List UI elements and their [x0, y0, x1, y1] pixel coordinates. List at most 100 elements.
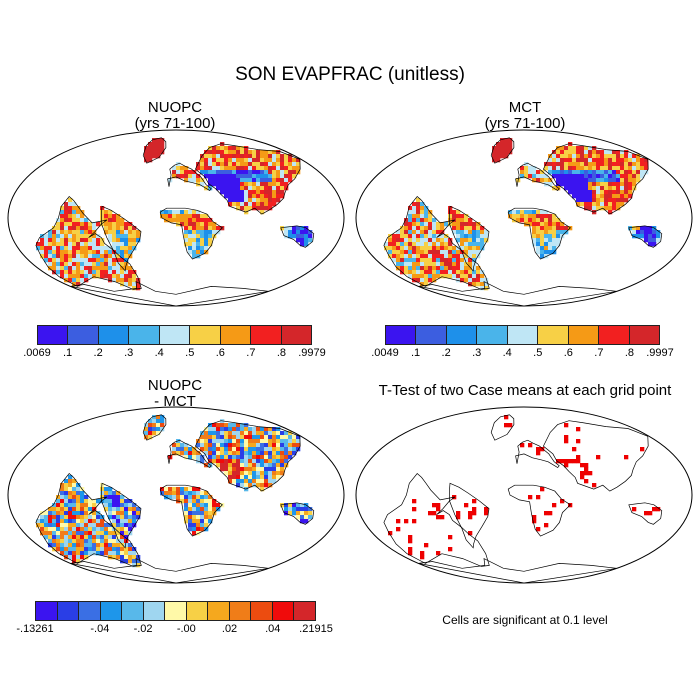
coastline-sa — [449, 482, 490, 549]
colorbar-swatch — [568, 326, 600, 344]
colorbar-tick-label: .7 — [246, 347, 256, 359]
coastline-afr — [159, 207, 223, 260]
colorbar-mct — [385, 325, 660, 345]
coastline-ant — [418, 557, 617, 583]
colorbar-swatch — [251, 602, 273, 620]
colorbar-swatch — [143, 602, 166, 620]
colorbar-tick-label: .4 — [154, 347, 164, 359]
colorbar-nuopc — [37, 325, 312, 345]
colorbar-tick-label: .3 — [472, 347, 482, 359]
coastline-eur — [515, 439, 560, 469]
map-border — [355, 406, 693, 584]
map-difference — [7, 406, 345, 584]
coastline-afr — [507, 484, 571, 537]
colorbar-tick-label: .6 — [215, 347, 225, 359]
panel-title-diff-line1: NUOPC — [147, 377, 203, 394]
colorbar-tick-label: .4 — [502, 347, 512, 359]
coastline-sa — [449, 205, 490, 272]
colorbar-swatch — [159, 326, 191, 344]
colorbar-swatch — [416, 326, 447, 344]
coastline-aus — [628, 225, 663, 248]
map-ttest — [355, 406, 693, 584]
map-border — [7, 406, 345, 584]
colorbar-tick-label: .8 — [624, 347, 635, 359]
colorbar-tick-label: -.00 — [176, 623, 196, 635]
panel-title-diff: NUOPC - MCT — [60, 378, 290, 410]
colorbar-swatch — [79, 602, 101, 620]
colorbar-tick-label: -.02 — [133, 623, 153, 635]
colorbar-swatch — [220, 326, 252, 344]
colorbar-tick-label: .9997 — [646, 347, 674, 359]
coastline-sa — [101, 482, 142, 549]
coastlines — [383, 414, 663, 583]
colorbar-swatch — [38, 326, 69, 344]
panel-title-mct-line2: (yrs 71-100) — [484, 115, 566, 132]
colorbar-tick-label: .04 — [265, 623, 281, 635]
coastline-aus — [280, 225, 315, 248]
colorbar-swatch — [229, 602, 252, 620]
coastline-asia — [542, 420, 649, 492]
colorbar-swatch — [186, 602, 209, 620]
map-nuopc — [7, 129, 345, 307]
colorbar-tick-label: .9979 — [298, 347, 326, 359]
land-cells — [36, 138, 313, 291]
coastlines — [35, 137, 315, 306]
figure-title: SON EVAPFRAC (unitless) — [235, 64, 465, 85]
panel-title-mct-line1: MCT — [508, 99, 542, 116]
colorbar-swatch — [386, 326, 417, 344]
colorbar-swatch — [446, 326, 478, 344]
colorbar-tick-label: .5 — [185, 347, 195, 359]
colorbar-tick-label: .6 — [563, 347, 573, 359]
panel-title-mct: MCT (yrs 71-100) — [410, 100, 640, 132]
colorbar-tick-label: .8 — [276, 347, 287, 359]
map-border — [7, 129, 345, 307]
panel-title-ttest: T-Test of two Case means at each grid po… — [378, 382, 672, 399]
coastlines — [383, 137, 663, 306]
coastline-eur — [515, 162, 560, 192]
coastline-gre — [490, 137, 515, 164]
panel-title-nuopc-line2: (yrs 71-100) — [134, 115, 216, 132]
coastline-asia — [194, 143, 301, 215]
coastline-aus — [628, 502, 663, 525]
coastline-ant — [418, 280, 617, 306]
colorbar-swatch — [629, 326, 659, 344]
colorbar-tick-label: -.13261 — [16, 623, 54, 635]
coastline-sa — [101, 205, 142, 272]
colorbar-swatch — [100, 602, 123, 620]
colorbar-swatch — [599, 326, 630, 344]
coastline-ant — [70, 280, 269, 306]
colorbar-tick-label: .0049 — [371, 347, 399, 359]
colorbar-tick-label: -.04 — [90, 623, 110, 635]
map-mct — [355, 129, 693, 307]
coastline-aus — [280, 502, 315, 525]
colorbar-tick-label: .5 — [533, 347, 543, 359]
colorbar-tick-label: .02 — [221, 623, 238, 635]
colorbar-difference — [35, 601, 316, 621]
coastline-asia — [542, 143, 649, 215]
colorbar-swatch — [36, 602, 58, 620]
colorbar-tick-label: .2 — [441, 347, 451, 359]
coastline-ant — [70, 557, 269, 583]
colorbar-tick-label: .3 — [124, 347, 134, 359]
map-border — [355, 129, 693, 307]
land-cells — [36, 415, 313, 568]
colorbar-swatch — [57, 602, 80, 620]
colorbar-swatch — [122, 602, 144, 620]
colorbar-tick-label: .1 — [62, 347, 73, 359]
colorbar-swatch — [129, 326, 160, 344]
colorbar-swatch — [477, 326, 508, 344]
panel-title-nuopc: NUOPC (yrs 71-100) — [60, 100, 290, 132]
coastline-afr — [507, 207, 571, 260]
colorbar-swatch — [538, 326, 569, 344]
panel-title-diff-line2: - MCT — [154, 393, 196, 410]
coastline-gre — [142, 414, 167, 441]
colorbar-swatch — [98, 326, 130, 344]
colorbar-swatch — [165, 602, 187, 620]
panel-title-nuopc-line1: NUOPC — [147, 99, 203, 116]
coastline-eur — [167, 439, 212, 469]
colorbar-tick-label: .2 — [93, 347, 103, 359]
land-cells — [388, 415, 661, 560]
colorbar-swatch — [272, 602, 295, 620]
colorbar-tick-label: .0069 — [23, 347, 51, 359]
coastline-asia — [194, 420, 301, 492]
